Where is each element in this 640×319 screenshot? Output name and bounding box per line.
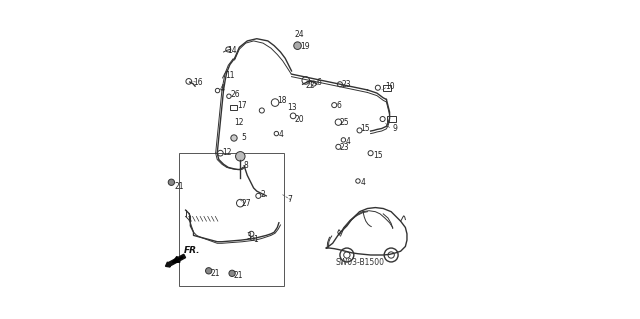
Text: 20: 20 bbox=[294, 115, 305, 123]
Text: 13: 13 bbox=[287, 103, 296, 112]
Text: 15: 15 bbox=[360, 124, 370, 133]
Bar bbox=[179, 153, 284, 286]
Circle shape bbox=[231, 135, 237, 141]
Text: 1: 1 bbox=[253, 235, 259, 244]
Text: 21: 21 bbox=[234, 271, 243, 280]
Text: 10: 10 bbox=[385, 82, 394, 91]
Text: 4: 4 bbox=[346, 137, 350, 146]
Text: 4: 4 bbox=[278, 130, 283, 139]
Text: SW03-B1500: SW03-B1500 bbox=[335, 258, 384, 267]
Text: 27: 27 bbox=[241, 199, 252, 208]
Circle shape bbox=[205, 268, 212, 274]
Text: 6: 6 bbox=[316, 78, 321, 86]
Text: 5: 5 bbox=[241, 133, 246, 142]
Text: 22: 22 bbox=[306, 81, 316, 90]
Text: 18: 18 bbox=[277, 96, 287, 105]
Circle shape bbox=[294, 42, 301, 49]
Text: 7: 7 bbox=[288, 196, 292, 204]
Bar bbox=[230, 105, 237, 110]
Text: 25: 25 bbox=[340, 118, 349, 127]
Text: 15: 15 bbox=[373, 151, 383, 160]
Text: 21: 21 bbox=[211, 269, 220, 278]
Text: 3: 3 bbox=[246, 232, 252, 241]
Bar bbox=[387, 116, 396, 122]
Text: 21: 21 bbox=[175, 182, 184, 191]
Circle shape bbox=[236, 152, 245, 161]
Text: 17: 17 bbox=[237, 100, 247, 110]
Circle shape bbox=[168, 179, 175, 185]
Text: 23: 23 bbox=[340, 143, 349, 152]
Text: 24: 24 bbox=[294, 30, 305, 39]
Text: 19: 19 bbox=[300, 42, 310, 51]
Text: 26: 26 bbox=[231, 90, 241, 99]
Text: 8: 8 bbox=[243, 161, 248, 170]
Text: 4: 4 bbox=[220, 84, 224, 93]
Text: 2: 2 bbox=[260, 190, 266, 199]
Text: 11: 11 bbox=[225, 71, 235, 80]
Circle shape bbox=[229, 270, 236, 277]
FancyArrow shape bbox=[166, 254, 186, 267]
Text: 4: 4 bbox=[360, 178, 365, 187]
Text: 12: 12 bbox=[223, 148, 232, 157]
Text: 12: 12 bbox=[234, 118, 243, 127]
Text: 9: 9 bbox=[392, 124, 397, 133]
Text: 23: 23 bbox=[342, 80, 351, 89]
Text: 14: 14 bbox=[227, 46, 236, 55]
Bar bbox=[383, 85, 392, 91]
Text: 16: 16 bbox=[193, 78, 203, 86]
Text: 6: 6 bbox=[337, 101, 341, 110]
Text: FR.: FR. bbox=[184, 246, 200, 255]
